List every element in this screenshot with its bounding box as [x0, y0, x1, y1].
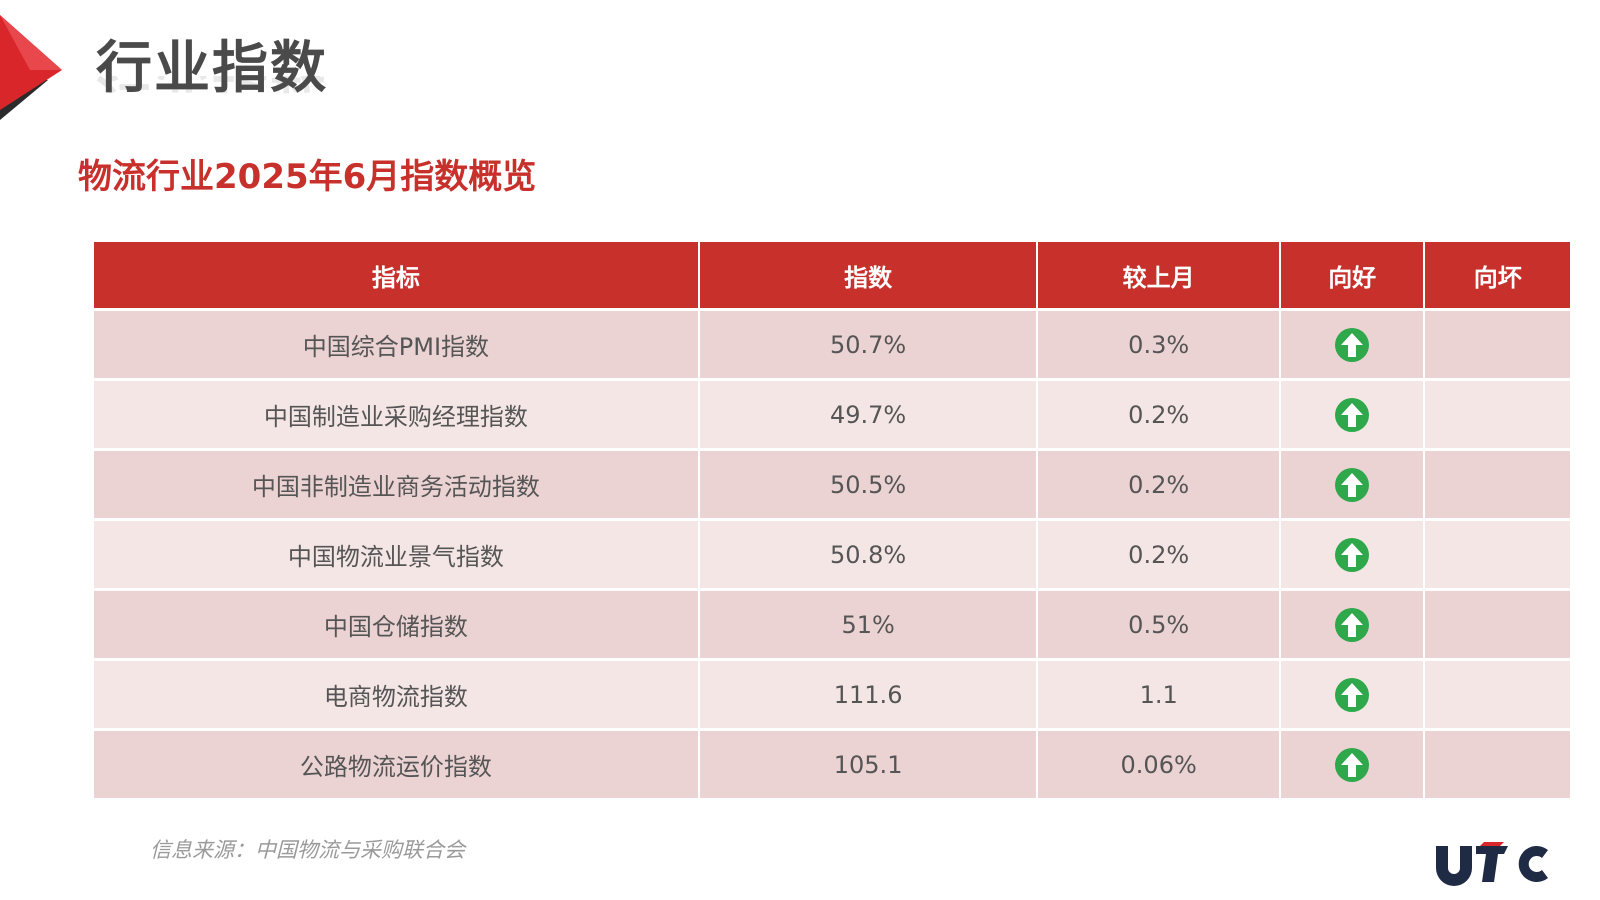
- trend-worse-cell: [1424, 448, 1570, 520]
- indicator-name-cell: 中国仓储指数: [94, 588, 700, 660]
- trend-better-cell: [1279, 658, 1426, 730]
- green-up-arrow-icon: [1335, 747, 1370, 782]
- index-value-cell: 105.1: [698, 728, 1039, 798]
- trend-worse-cell: [1424, 518, 1570, 590]
- source-note: 信息来源：中国物流与采购联合会: [150, 838, 465, 862]
- table-row: 中国制造业采购经理指数 49.7% 0.2%: [94, 378, 1570, 450]
- green-up-arrow-icon: [1335, 327, 1370, 362]
- trend-worse-cell: [1424, 658, 1570, 730]
- index-value-cell: 50.8%: [698, 518, 1039, 590]
- column-header-index: 指数: [698, 242, 1039, 310]
- page-title: 行业指数: [96, 36, 328, 101]
- index-value-cell: 111.6: [698, 658, 1039, 730]
- index-value-cell: 51%: [698, 588, 1039, 660]
- month-change-cell: 0.2%: [1037, 518, 1281, 590]
- index-table: 指标 指数 较上月 向好 向坏 中国综合PMI指数 50.7% 0.3% 中国制造业采…: [94, 242, 1570, 798]
- indicator-name-cell: 中国物流业景气指数: [94, 518, 700, 590]
- green-up-arrow-icon: [1335, 397, 1370, 432]
- table-row: 中国非制造业商务活动指数 50.5% 0.2%: [94, 448, 1570, 520]
- indicator-name-cell: 中国制造业采购经理指数: [94, 378, 700, 450]
- green-up-arrow-icon: [1335, 467, 1370, 502]
- trend-worse-cell: [1424, 378, 1570, 450]
- indicator-name-cell: 中国非制造业商务活动指数: [94, 448, 700, 520]
- green-up-arrow-icon: [1335, 677, 1370, 712]
- trend-better-cell: [1279, 518, 1426, 590]
- table-header-row: 指标 指数 较上月 向好 向坏: [94, 242, 1570, 310]
- table-row: 中国综合PMI指数 50.7% 0.3%: [94, 308, 1570, 380]
- section-subtitle: 物流行业2025年6月指数概览: [78, 157, 537, 197]
- trend-worse-cell: [1424, 308, 1570, 380]
- month-change-cell: 0.5%: [1037, 588, 1281, 660]
- table-row: 中国仓储指数 51% 0.5%: [94, 588, 1570, 660]
- column-header-indicator: 指标: [94, 242, 700, 310]
- indicator-name-cell: 电商物流指数: [94, 658, 700, 730]
- trend-better-cell: [1279, 448, 1426, 520]
- column-header-better: 向好: [1279, 242, 1426, 310]
- index-value-cell: 49.7%: [698, 378, 1039, 450]
- trend-better-cell: [1279, 308, 1426, 380]
- trend-worse-cell: [1424, 728, 1570, 798]
- month-change-cell: 0.06%: [1037, 728, 1281, 798]
- column-header-change: 较上月: [1037, 242, 1281, 310]
- column-header-worse: 向坏: [1424, 242, 1570, 310]
- table-row: 电商物流指数 111.6 1.1: [94, 658, 1570, 730]
- trend-better-cell: [1279, 588, 1426, 660]
- corner-decoration-icon: [0, 15, 62, 120]
- utc-logo: [1436, 842, 1548, 886]
- month-change-cell: 0.3%: [1037, 308, 1281, 380]
- indicator-name-cell: 公路物流运价指数: [94, 728, 700, 798]
- trend-better-cell: [1279, 378, 1426, 450]
- index-value-cell: 50.5%: [698, 448, 1039, 520]
- green-up-arrow-icon: [1335, 537, 1370, 572]
- table-row: 中国物流业景气指数 50.8% 0.2%: [94, 518, 1570, 590]
- table-row: 公路物流运价指数 105.1 0.06%: [94, 728, 1570, 798]
- page-title-reflection: 行业指数: [96, 76, 328, 98]
- month-change-cell: 0.2%: [1037, 448, 1281, 520]
- month-change-cell: 0.2%: [1037, 378, 1281, 450]
- table-body: 中国综合PMI指数 50.7% 0.3% 中国制造业采购经理指数 49.7% 0.2% 中国…: [94, 308, 1570, 798]
- trend-worse-cell: [1424, 588, 1570, 660]
- trend-better-cell: [1279, 728, 1426, 798]
- index-value-cell: 50.7%: [698, 308, 1039, 380]
- month-change-cell: 1.1: [1037, 658, 1281, 730]
- green-up-arrow-icon: [1335, 607, 1370, 642]
- indicator-name-cell: 中国综合PMI指数: [94, 308, 700, 380]
